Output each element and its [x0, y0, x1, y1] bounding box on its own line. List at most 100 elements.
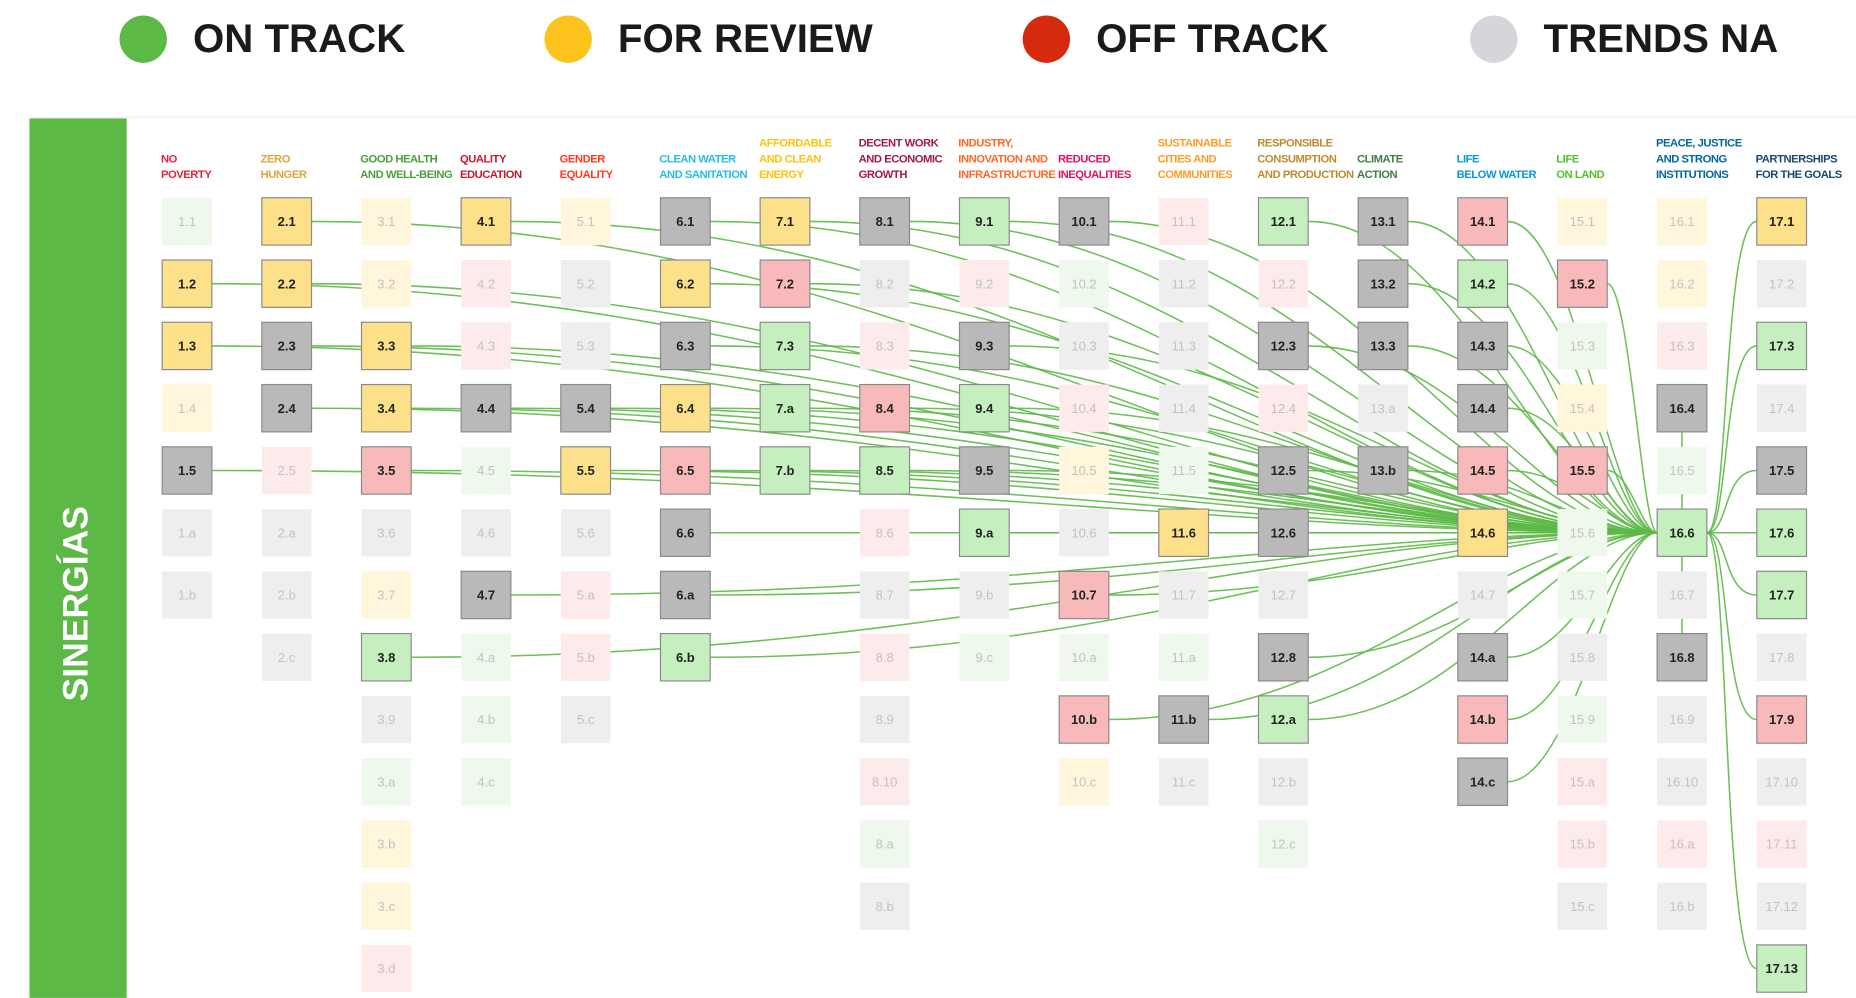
target-label: 11.b [1171, 712, 1196, 727]
target-label: 9.c [976, 650, 994, 665]
target-label: 2.a [278, 525, 297, 540]
target-label: 10.b [1071, 712, 1097, 727]
target-label: 6.2 [676, 276, 694, 291]
legend-swatch [1022, 15, 1071, 63]
goal-header: PARTNERSHIPS [1756, 153, 1838, 165]
target-label: 8.1 [876, 214, 894, 229]
goal-header: NO [161, 153, 178, 165]
target-box [361, 695, 412, 744]
target-box [1557, 695, 1608, 744]
target-box [1258, 820, 1309, 868]
target-box [1258, 384, 1309, 432]
target-label: 3.3 [377, 339, 395, 354]
target-label: 17.6 [1769, 525, 1794, 540]
target-box [759, 197, 811, 246]
target-label: 12.7 [1271, 588, 1296, 603]
target-box [1457, 757, 1509, 807]
target-box [560, 322, 611, 370]
target-label: 8.4 [876, 401, 895, 416]
target-label: 4.c [477, 774, 495, 789]
target-box [1158, 758, 1209, 806]
target-box [1257, 695, 1309, 744]
target-label: 10.2 [1071, 276, 1096, 291]
target-box [361, 944, 412, 993]
target-box [1557, 197, 1608, 246]
target-label: 3.5 [377, 463, 395, 478]
target-box [560, 633, 611, 681]
target-box [958, 197, 1010, 246]
target-label: 17.4 [1769, 401, 1794, 416]
target-label: 12.b [1271, 774, 1296, 789]
target-box [1059, 758, 1109, 806]
target-box [1257, 197, 1309, 246]
target-box [1756, 820, 1807, 868]
target-label: 13.2 [1370, 276, 1395, 291]
target-box [759, 259, 811, 308]
target-box [1457, 695, 1509, 744]
target-label: 15.1 [1570, 214, 1595, 229]
target-label: 17.9 [1769, 712, 1794, 727]
target-box [1257, 508, 1309, 557]
target-label: 12.8 [1271, 650, 1296, 665]
target-label: 11.3 [1171, 339, 1195, 354]
target-box [1656, 508, 1708, 557]
target-label: 14.6 [1470, 525, 1495, 540]
target-box [1059, 260, 1109, 308]
target-label: 16.a [1669, 837, 1695, 852]
target-box [560, 260, 611, 308]
target-label: 11.a [1171, 650, 1196, 665]
target-label: 16.b [1669, 899, 1694, 914]
target-box [460, 570, 512, 620]
goal-header: GENDER [560, 153, 606, 165]
target-box [959, 571, 1010, 619]
target-box [261, 259, 313, 308]
target-label: 6.b [676, 650, 695, 665]
target-label: 14.a [1470, 650, 1496, 665]
target-box [859, 260, 910, 308]
goal-header: INSTITUTIONS [1656, 169, 1729, 181]
target-label: 4.6 [477, 525, 495, 540]
target-box [1457, 571, 1508, 619]
target-box [1657, 882, 1707, 930]
target-box [360, 632, 412, 682]
target-label: 11.4 [1171, 401, 1195, 416]
link [1706, 220, 1758, 534]
target-label: 2.c [278, 650, 296, 665]
goal-header: AND SANITATION [659, 169, 747, 181]
target-label: 16.9 [1669, 712, 1694, 727]
link [1606, 282, 1658, 534]
target-box [1058, 197, 1110, 246]
target-box [1657, 322, 1707, 370]
target-box [361, 571, 412, 619]
target-label: 6.a [676, 588, 695, 603]
target-label: 10.c [1072, 774, 1097, 789]
target-box [1656, 383, 1708, 433]
target-label: 15.6 [1570, 525, 1595, 540]
target-box [859, 820, 910, 868]
target-label: 4.1 [477, 214, 495, 229]
target-box [959, 633, 1010, 681]
goal-header: AND ECONOMIC [859, 153, 943, 165]
goal-header: AND WELL-BEING [360, 169, 453, 181]
target-box [859, 383, 911, 433]
target-box [1756, 570, 1808, 620]
target-label: 17.1 [1769, 214, 1794, 229]
target-label: 1.2 [178, 276, 196, 291]
target-label: 7.3 [776, 339, 794, 354]
target-label: 15.3 [1570, 339, 1595, 354]
target-label: 12.5 [1271, 463, 1296, 478]
target-box [859, 758, 910, 806]
target-label: 16.8 [1669, 650, 1694, 665]
target-box [162, 571, 212, 619]
goal-header: GROWTH [859, 169, 908, 181]
target-box [1756, 944, 1808, 993]
goal-header: INDUSTRY, [958, 137, 1013, 149]
target-box [1657, 571, 1707, 619]
goal-header: AFFORDABLE [759, 137, 833, 149]
target-label: 11.2 [1171, 276, 1195, 291]
target-label: 11.6 [1171, 525, 1196, 540]
target-box [162, 384, 212, 432]
target-box [1557, 322, 1608, 370]
target-label: 17.12 [1765, 899, 1798, 914]
target-label: 1.3 [178, 339, 196, 354]
